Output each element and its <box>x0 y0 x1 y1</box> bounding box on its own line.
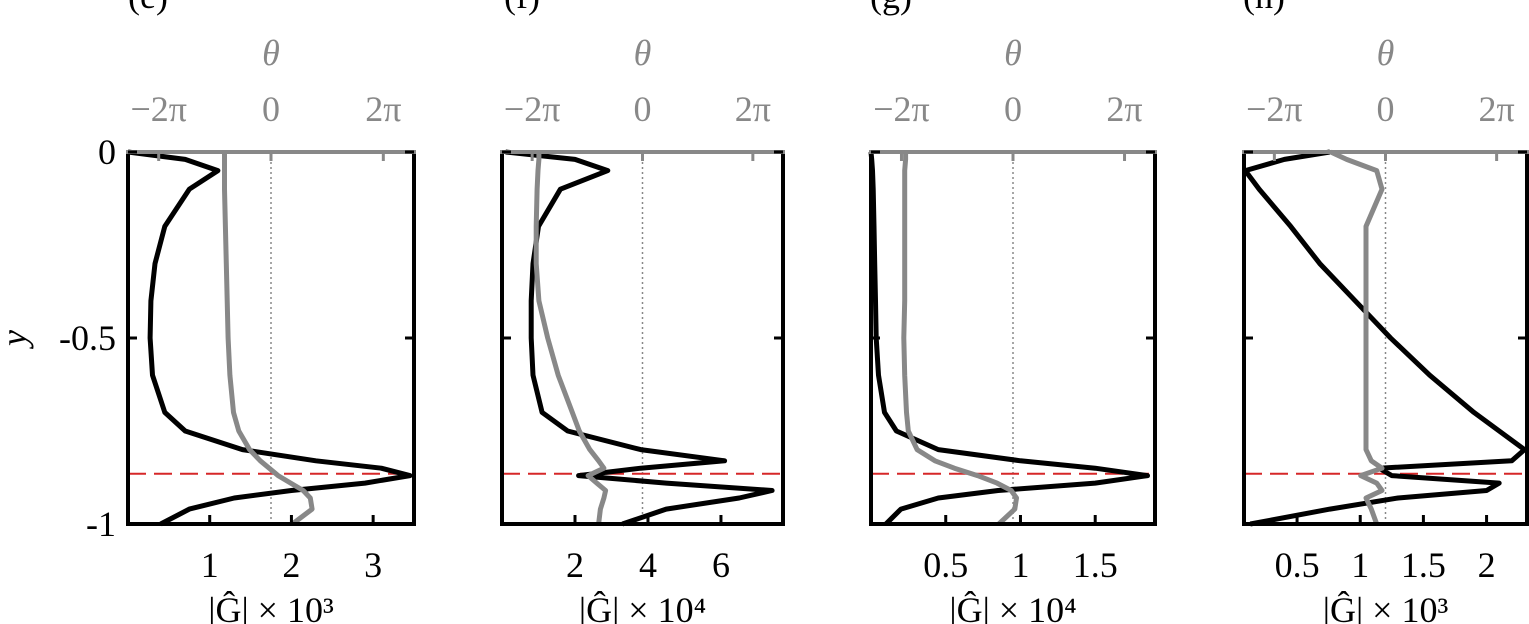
curve <box>505 149 775 527</box>
x2-tick-label: −2π <box>1246 89 1302 129</box>
x-tick-label: 1.5 <box>1401 545 1446 585</box>
x2-tick-label: −2π <box>873 89 929 129</box>
x-tick-label: 1 <box>1351 545 1369 585</box>
curve <box>868 151 1150 526</box>
x2-tick-label: 0 <box>262 89 280 129</box>
x2-tick-label: −2π <box>130 89 186 129</box>
x-tick-label: 3 <box>364 545 382 585</box>
panel-label: (h) <box>1243 0 1285 16</box>
y-tick-label: -0.5 <box>59 318 116 358</box>
x-tick-label: 1 <box>201 545 219 585</box>
x2-tick-label: 2π <box>735 89 771 129</box>
curve <box>533 152 609 525</box>
x2-tick-label: 2π <box>1479 89 1515 129</box>
curve <box>901 152 1019 526</box>
curve <box>1242 149 1527 527</box>
x2-tick-label: 0 <box>634 89 652 129</box>
curve <box>222 152 315 526</box>
x-axis-label: |Ĝ| × 10⁴ <box>579 590 706 624</box>
x-tick-label: 1.5 <box>1073 545 1118 585</box>
x-tick-label: 0.5 <box>1275 545 1320 585</box>
y-axis-label: y <box>0 330 34 349</box>
x2-tick-label: 2π <box>1106 89 1142 129</box>
x-tick-label: 2 <box>566 545 584 585</box>
x2-tick-label: 0 <box>1377 89 1395 129</box>
x2-tick-label: −2π <box>504 89 560 129</box>
y-tick-label: -1 <box>86 504 116 544</box>
x-tick-label: 2 <box>1478 545 1496 585</box>
x-axis-label: |Ĝ| × 10³ <box>1323 590 1449 624</box>
x2-axis-label: θ <box>1004 33 1022 73</box>
curve <box>1329 149 1385 525</box>
panel-label: (f) <box>504 0 540 16</box>
x2-tick-label: 0 <box>1004 89 1022 129</box>
x2-axis-label: θ <box>262 33 280 73</box>
x-axis-label: |Ĝ| × 10³ <box>208 590 334 624</box>
panel-label: (e) <box>128 0 168 16</box>
panel-label: (g) <box>870 0 912 16</box>
x2-axis-label: θ <box>1377 33 1395 73</box>
x-tick-label: 4 <box>639 545 657 585</box>
x2-tick-label: 2π <box>365 89 401 129</box>
y-tick-label: 0 <box>98 132 116 172</box>
x2-axis-label: θ <box>634 33 652 73</box>
x-axis-label: |Ĝ| × 10⁴ <box>949 590 1076 624</box>
x-tick-label: 6 <box>712 545 730 585</box>
x-tick-label: 0.5 <box>923 545 968 585</box>
x-tick-label: 2 <box>282 545 300 585</box>
x-tick-label: 1 <box>1011 545 1029 585</box>
